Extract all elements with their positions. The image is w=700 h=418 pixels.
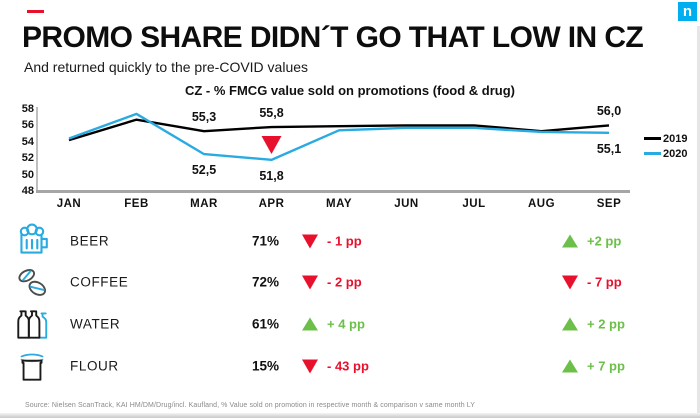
table-row-flour: FLOUR 15% - 43 pp + 7 pp	[0, 345, 700, 387]
change-text: + 2 pp	[587, 316, 625, 332]
change-yoy-flour: + 7 pp	[562, 359, 625, 374]
point-label-2019-mar: 55,3	[191, 110, 217, 125]
x-tick-jan: JAN	[56, 198, 82, 210]
point-label-2019-apr: 55,8	[259, 106, 284, 121]
x-tick-may: MAY	[326, 198, 352, 210]
x-tick-feb: FEB	[124, 198, 149, 210]
legend-swatch-2020	[644, 152, 661, 155]
chart-legend: 2019 2020	[644, 131, 687, 161]
water-icon	[17, 310, 48, 339]
x-tick-sep: SEP	[596, 198, 622, 210]
down-triangle-icon	[302, 359, 318, 373]
x-tick-mar: MAR	[190, 198, 218, 210]
point-label-2020-sep: 55,1	[596, 141, 622, 156]
product-name: COFFEE	[70, 274, 129, 290]
flour-icon	[20, 353, 44, 381]
chart-annotation-triangle	[261, 136, 282, 154]
product-value: 15%	[251, 358, 279, 374]
table-row-water: WATER 61% + 4 pp + 2 pp	[0, 303, 700, 345]
legend-swatch-2019	[644, 137, 661, 140]
up-triangle-icon	[562, 234, 578, 248]
up-triangle-icon	[562, 359, 578, 373]
coffee-icon	[18, 269, 47, 296]
change-yoy-water: + 2 pp	[562, 317, 625, 332]
product-name: FLOUR	[70, 358, 119, 374]
x-tick-jun: JUN	[394, 198, 419, 210]
legend-item-2020: 2020	[644, 146, 687, 161]
beer-icon	[19, 223, 48, 254]
product-value: 61%	[251, 316, 279, 332]
product-name: BEER	[70, 233, 110, 249]
nielsen-logo-letter: n	[682, 3, 693, 20]
legend-label-2019: 2019	[663, 132, 688, 145]
nielsen-logo: n	[678, 2, 697, 21]
y-tick-50: 50	[21, 168, 34, 181]
change-text: - 43 pp	[327, 358, 369, 374]
change-mom-water: + 4 pp	[302, 317, 365, 332]
y-tick-48: 48	[21, 185, 34, 197]
series-line-2019	[68, 118, 610, 142]
down-triangle-icon	[302, 234, 318, 248]
point-label-2020-apr: 51,8	[259, 168, 284, 183]
source-note: Source: Nielsen ScanTrack, KAI HM/DM/Dru…	[25, 402, 475, 409]
change-mom-flour: - 43 pp	[302, 359, 369, 374]
change-mom-coffee: - 2 pp	[302, 275, 362, 290]
page-subtitle: And returned quickly to the pre-COVID va…	[24, 59, 309, 75]
change-text: +2 pp	[587, 233, 622, 249]
x-axis-labels: JAN FEB MAR APR MAY JUN JUL AUG SEP	[0, 198, 700, 212]
up-triangle-icon	[302, 317, 318, 331]
table-row-beer: BEER 71% - 1 pp +2 pp	[0, 220, 700, 262]
change-yoy-beer: +2 pp	[562, 234, 621, 249]
change-text: - 7 pp	[587, 274, 622, 290]
point-label-2019-sep: 56,0	[596, 104, 622, 119]
slide-bottom-edge	[0, 413, 700, 418]
x-tick-aug: AUG	[527, 198, 556, 210]
slide-right-edge	[697, 26, 700, 413]
page-title: PROMO SHARE DIDN´T GO THAT LOW IN CZ	[22, 21, 644, 54]
series-line-2020	[68, 112, 610, 162]
change-text: - 2 pp	[327, 274, 362, 290]
y-tick-58: 58	[21, 103, 34, 115]
point-label-2020-mar: 52,5	[191, 163, 217, 178]
down-triangle-icon	[302, 275, 318, 289]
product-name: WATER	[70, 316, 121, 332]
legend-item-2019: 2019	[644, 131, 687, 146]
change-text: - 1 pp	[327, 233, 362, 249]
slide-accent-dash	[27, 10, 44, 13]
x-tick-apr: APR	[258, 198, 285, 210]
change-yoy-coffee: - 7 pp	[562, 275, 622, 290]
legend-label-2020: 2020	[663, 147, 688, 160]
promo-line-chart: 58 56 54 52 50 48 JAN FEB MAR APR MAY JUN JUL AUG SEP…	[0, 100, 700, 218]
change-text: + 7 pp	[587, 358, 625, 374]
change-mom-beer: - 1 pp	[302, 234, 362, 249]
table-row-coffee: COFFEE 72% - 2 pp - 7 pp	[0, 261, 700, 303]
change-text: + 4 pp	[327, 316, 365, 332]
y-tick-52: 52	[21, 152, 34, 165]
up-triangle-icon	[562, 317, 578, 331]
category-table: BEER 71% - 1 pp +2 pp COFFEE 72% - 2 pp	[0, 220, 700, 390]
chart-title: CZ - % FMCG value sold on promotions (fo…	[184, 83, 516, 98]
chart-plot-area	[36, 107, 630, 193]
product-value: 71%	[251, 233, 279, 249]
x-tick-jul: JUL	[462, 198, 486, 210]
product-value: 72%	[251, 274, 279, 290]
down-triangle-icon	[562, 275, 578, 289]
y-tick-54: 54	[21, 135, 34, 148]
y-tick-56: 56	[21, 119, 34, 132]
